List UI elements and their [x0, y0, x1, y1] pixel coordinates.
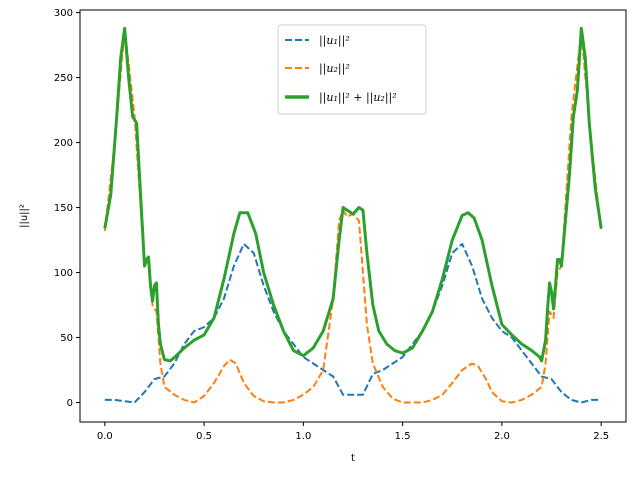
y-tick-label: 300: [54, 8, 73, 19]
y-axis-label: ||u||²: [19, 204, 30, 228]
legend-label-sum: ||u₁||² + ||u₂||²: [319, 91, 397, 105]
legend-label-u2: ||u₂||²: [319, 62, 350, 76]
series-line-0: [104, 242, 602, 404]
y-tick-label: 0: [67, 398, 73, 409]
plot-layer: [103, 26, 603, 404]
x-tick-label: 1.5: [395, 431, 411, 442]
legend-label-u1: ||u₁||²: [319, 34, 350, 48]
x-axis-label: t: [351, 453, 355, 464]
legend: ||u₁||² ||u₂||² ||u₁||² + ||u₂||²: [277, 24, 427, 115]
x-tick-label: 0.5: [196, 431, 212, 442]
y-tick-label: 50: [60, 333, 73, 344]
axes-frame: [79, 9, 627, 423]
x-tick-label: 1.0: [295, 431, 311, 442]
y-tick-label: 100: [54, 268, 73, 279]
y-tick-label: 200: [54, 138, 73, 149]
legend-box: [277, 24, 427, 115]
series-line-2: [103, 26, 603, 363]
x-tick-label: 2.5: [593, 431, 609, 442]
x-tick-label: 2.0: [494, 431, 510, 442]
x-axis-ticks: 0.0 0.5 1.0 1.5 2.0 2.5: [97, 422, 609, 442]
x-tick-label: 0.0: [97, 431, 113, 442]
y-axis-ticks: 0 50 100 150 200 250 300: [54, 8, 80, 409]
y-tick-label: 150: [54, 203, 73, 214]
y-tick-label: 250: [54, 73, 73, 84]
